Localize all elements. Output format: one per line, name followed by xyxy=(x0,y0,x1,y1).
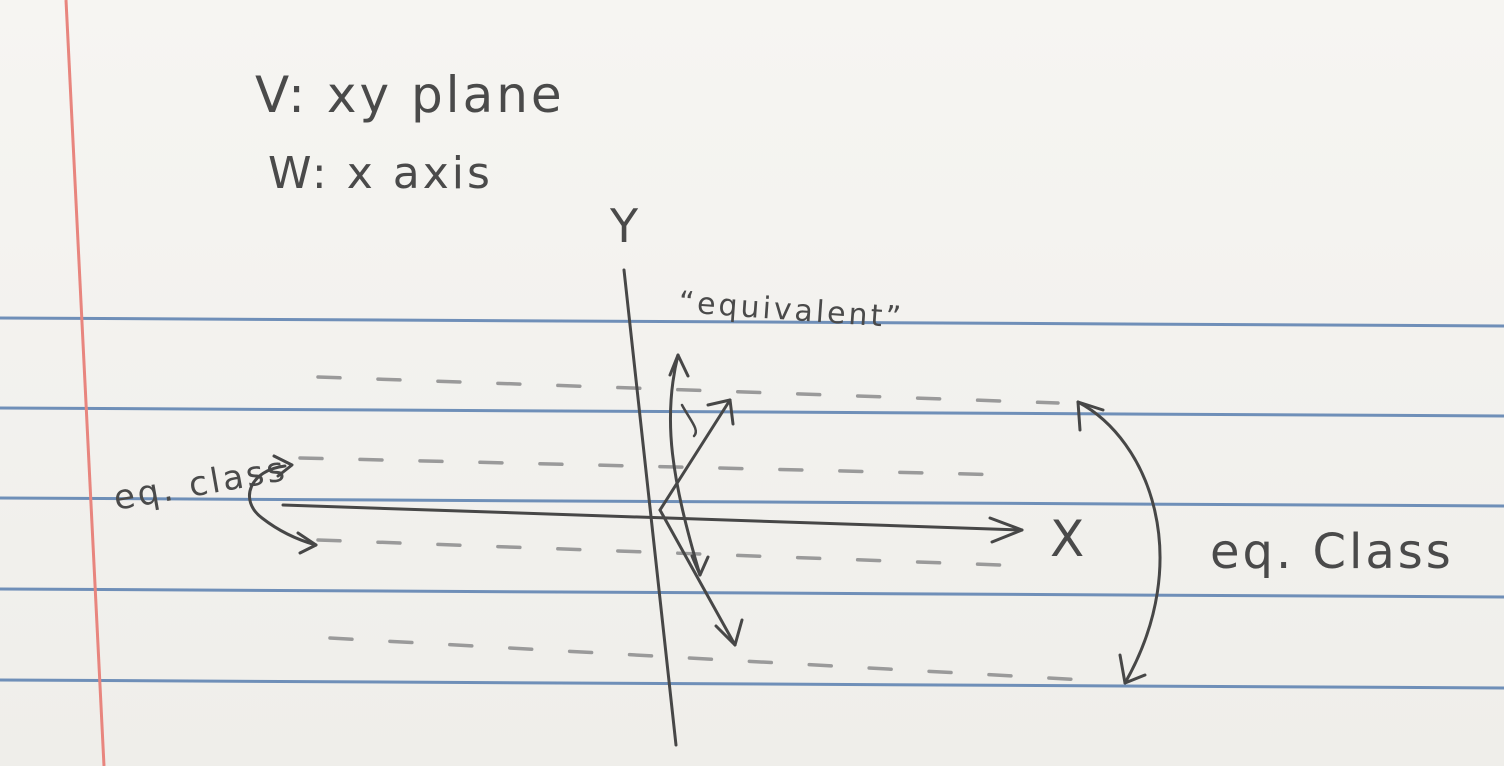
note-w-x-axis: W: x axis xyxy=(268,148,493,199)
y-axis xyxy=(622,268,678,747)
x-axis-arrowhead xyxy=(988,516,1024,544)
dashed-line-lower xyxy=(316,538,1002,567)
equivalent-curve-arrow xyxy=(668,353,710,577)
left-eq-class-arrow-top-head xyxy=(272,454,294,478)
y-axis-label: Y xyxy=(609,199,641,253)
vector-up-right xyxy=(658,398,732,512)
x-axis xyxy=(281,503,1024,532)
ruled-lines xyxy=(0,316,1504,690)
dashed-line-bottom xyxy=(328,636,1087,682)
equivalent-curve-bottom-head xyxy=(690,554,710,577)
margin-line xyxy=(64,0,106,766)
x-axis-label: X xyxy=(1050,510,1087,568)
left-eq-class-arrow xyxy=(248,464,318,547)
right-eq-class-label: eq. Class xyxy=(1210,524,1454,580)
vector-down-right xyxy=(658,508,737,647)
vectors xyxy=(658,398,744,647)
note-v-xy-plane: V: xy plane xyxy=(255,66,565,124)
right-eq-class-arrow xyxy=(1076,400,1162,685)
vector-up-right-head xyxy=(706,398,735,426)
left-eq-class-arrow-bottom-head xyxy=(296,531,318,555)
rule-line xyxy=(0,587,1504,599)
rule-line xyxy=(0,316,1504,328)
parallel-dashed-lines xyxy=(298,375,1087,682)
equivalent-curve-loop xyxy=(680,403,698,438)
rule-line xyxy=(0,406,1504,418)
equivalent-curve xyxy=(668,353,702,577)
equivalent-curve-top-head xyxy=(668,353,690,378)
right-eq-class-arrow-top-head xyxy=(1076,400,1105,432)
dashed-line-upper xyxy=(316,375,1060,405)
vector-down-right-head xyxy=(714,618,744,647)
left-eq-class-label: eq. class xyxy=(111,449,291,519)
dashed-line-middle xyxy=(298,456,1012,477)
right-eq-class-arrow-bottom-head xyxy=(1118,653,1147,685)
rule-line xyxy=(0,678,1504,690)
equivalent-label: “equivalent” xyxy=(677,285,905,336)
